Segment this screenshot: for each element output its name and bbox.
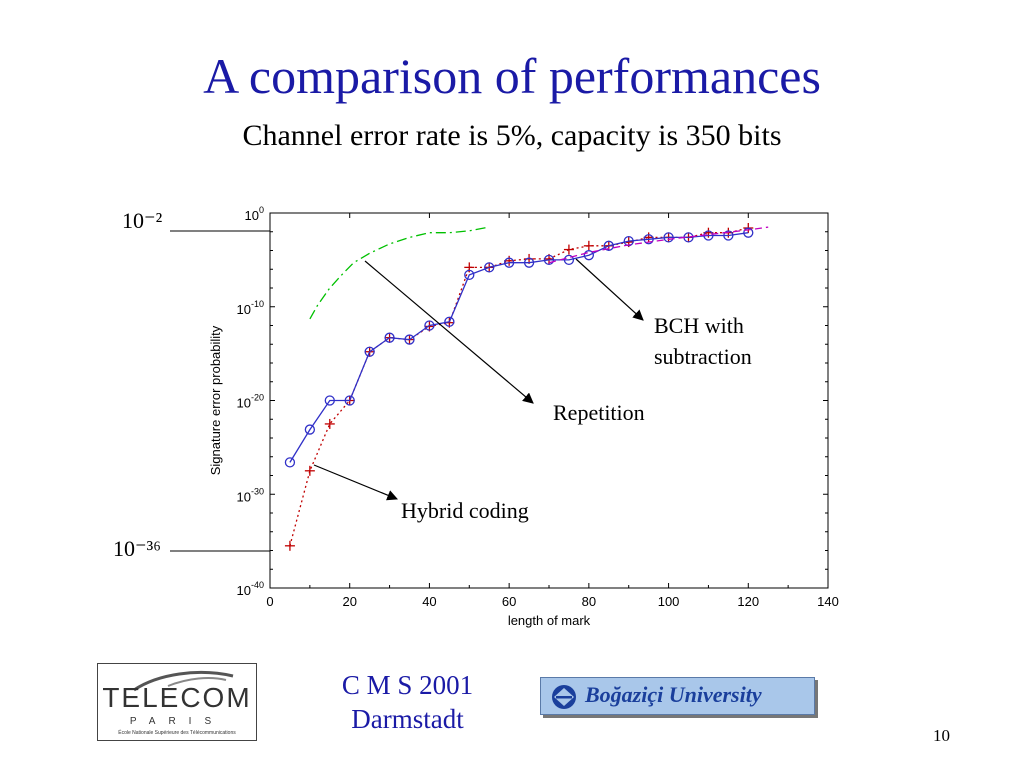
bch-point [324,418,335,429]
hybrid-point [543,254,555,266]
bch-point [643,232,654,243]
page-number: 10 [933,726,950,745]
x-axis-label: length of mark [508,613,591,628]
hybrid-point [523,257,535,268]
hybrid-point [384,332,395,343]
university-name: Boğaziçi University [585,682,762,707]
hybrid-point [444,316,455,327]
hybrid-point [284,457,296,468]
hybrid-point [743,227,754,238]
hybrid-point [623,235,634,247]
plot-area [269,212,829,589]
hybrid-point [324,395,335,406]
x-tick-label: 20 [342,594,356,609]
bogazici-university-logo: Boğaziçi University [540,677,815,715]
y-axis-label: Signature error probability [208,325,223,475]
y-tick-label: 10-10 [237,299,264,317]
hybrid-point [643,234,654,245]
hybrid-point [424,320,435,331]
hybrid-point [364,346,375,357]
x-tick-label: 0 [266,594,273,609]
slide-title: A comparison of performances [203,48,821,104]
hybrid-point [663,232,674,243]
bch-arrow [575,258,644,321]
bch-point [563,244,574,255]
footer-line1: C M S 2001 [341,670,474,700]
hybrid-point [603,240,614,251]
telecom-logo-word: TELECOM [102,682,252,713]
hybrid-point [404,334,415,345]
telecom-logo-paris: PARIS [129,716,225,727]
telecom-swoosh-icon [133,670,234,692]
footer-conference: C M S 2001 Darmstadt [305,668,510,736]
x-tick-label: 40 [422,594,436,609]
bch-point [284,540,295,551]
telecom-paris-logo: TELECOM PARIS École Nationale Supérieure… [97,663,257,741]
y-tick-label: 10-30 [237,486,264,504]
hybrid-series-line [289,232,749,463]
hybrid-point [304,424,316,435]
bch-point [304,465,315,476]
hybrid-point [563,254,575,266]
x-tick-label: 100 [658,594,680,609]
hybrid-point [484,262,495,273]
x-tick-label: 80 [582,594,596,609]
hybrid-coding-label: Hybrid coding [401,498,529,523]
hybrid-arrow [313,464,398,501]
top-marker-label: 10⁻² [122,208,163,233]
repetition-arrow [364,260,534,404]
hybrid-point [723,230,734,241]
hybrid-point [583,250,595,261]
telecom-logo-school: École Nationale Supérieure des Télécommu… [118,730,236,736]
slide-subtitle: Channel error rate is 5%, capacity is 35… [242,119,782,152]
university-emblem-icon [552,685,576,709]
bottom-marker-label: 10⁻³⁶ [113,536,161,561]
hybrid-point [464,269,475,281]
x-tick-label: 120 [737,594,759,609]
y-tick-label: 10-40 [237,580,264,598]
bch-label-line1: BCH with [654,313,744,338]
hybrid-point [503,257,515,268]
repetition-label: Repetition [553,400,645,425]
bch-label-line2: subtraction [654,344,752,369]
repetition-series-line [309,226,490,320]
bch-point [583,240,594,251]
x-tick-label: 60 [502,594,516,609]
y-tick-label: 100 [245,205,264,223]
bch_dashed-series-line [548,226,769,264]
y-tick-label: 10-20 [237,393,264,411]
bch-point [504,255,515,266]
x-tick-label: 140 [817,594,839,609]
footer-line2: Darmstadt [351,704,464,734]
hybrid-point [344,395,355,406]
